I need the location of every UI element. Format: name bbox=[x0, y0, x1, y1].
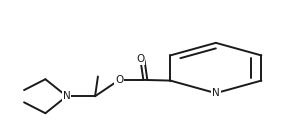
Text: N: N bbox=[212, 88, 220, 98]
Text: N: N bbox=[63, 91, 70, 101]
Text: O: O bbox=[115, 75, 123, 85]
Text: O: O bbox=[136, 54, 145, 64]
